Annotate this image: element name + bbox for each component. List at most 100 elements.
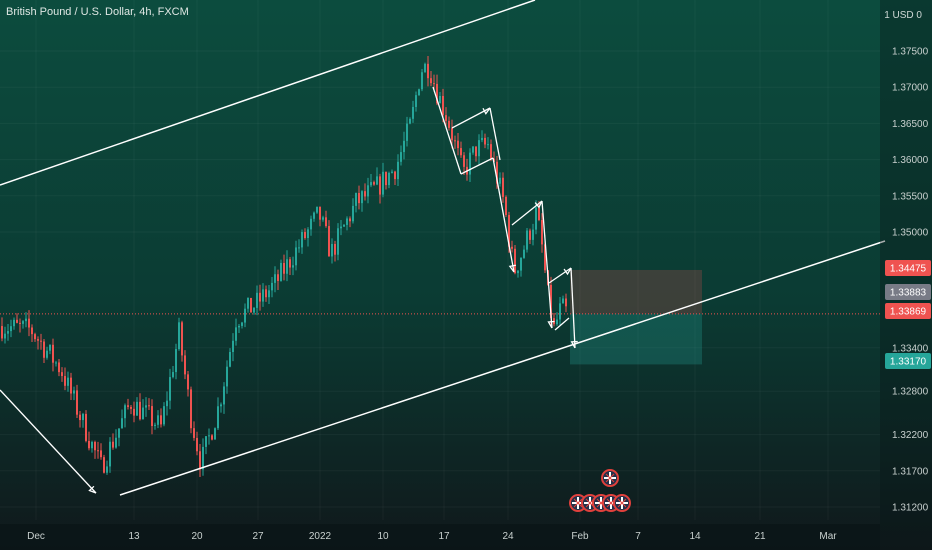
- candle-body: [193, 428, 195, 438]
- candle-body: [124, 405, 126, 419]
- lower-channel-line[interactable]: [119, 240, 886, 496]
- candle-body: [70, 377, 72, 394]
- price-tick-label: 1.36500: [892, 119, 929, 130]
- currency-label[interactable]: 1 USD 0: [884, 10, 922, 21]
- candle-body: [316, 206, 318, 213]
- candle-body: [244, 308, 246, 323]
- zigzag-leg[interactable]: [460, 157, 494, 175]
- candle-body: [115, 437, 117, 448]
- time-tick-label: 24: [502, 531, 514, 542]
- candle-body: [331, 243, 333, 257]
- candle-body: [229, 352, 231, 367]
- flag-diag: [617, 498, 627, 508]
- candle-body: [286, 259, 288, 274]
- candle-body: [442, 95, 444, 116]
- price-tick-label: 1.33400: [892, 343, 929, 354]
- candle-body: [148, 405, 150, 407]
- take-profit-zone[interactable]: [570, 313, 702, 365]
- candle-body: [352, 205, 354, 222]
- candle-body: [295, 247, 297, 266]
- candle-body: [10, 326, 12, 332]
- candle-body: [211, 435, 213, 440]
- candle-body: [214, 428, 216, 440]
- candle-body: [118, 428, 120, 438]
- time-axis[interactable]: Dec 13 20 27 2022 10 17 24 Feb 7 14 21 Mar: [0, 524, 880, 550]
- time-tick-label: Mar: [819, 531, 837, 542]
- stop-loss-zone[interactable]: [570, 269, 702, 314]
- candle-body: [31, 327, 33, 335]
- candle-body: [328, 226, 330, 257]
- candle-body: [226, 366, 228, 387]
- position-tool[interactable]: [0, 269, 880, 365]
- zigzag-leg[interactable]: [554, 317, 570, 331]
- candle-body: [505, 196, 507, 216]
- price-tick-label: 1.32800: [892, 387, 929, 398]
- candle-body: [289, 259, 291, 268]
- zigzag-arrow-head: [547, 320, 555, 329]
- price-badge: [885, 303, 931, 319]
- time-tick-label: 2022: [309, 531, 332, 542]
- candle-body: [145, 405, 147, 408]
- candle-body: [406, 123, 408, 141]
- candle-body: [433, 83, 435, 85]
- zigzag-leg[interactable]: [489, 107, 501, 161]
- candle-body: [340, 226, 342, 229]
- candle-body: [34, 334, 36, 340]
- candle-body: [238, 325, 240, 328]
- candle-body: [151, 406, 153, 426]
- zigzag-arrow-head: [508, 264, 516, 273]
- candle-body: [82, 413, 84, 421]
- uk-flag-icon[interactable]: [601, 469, 619, 487]
- candle-body: [298, 247, 300, 249]
- down-arrow-left-head: [88, 485, 97, 494]
- symbol-title: British Pound / U.S. Dollar, 4h, FXCM: [6, 6, 189, 18]
- candle-body: [178, 322, 180, 350]
- uk-flag-icon[interactable]: [613, 494, 631, 512]
- candle-body: [373, 182, 375, 185]
- candle-body: [169, 377, 171, 401]
- down-arrow-left[interactable]: [0, 389, 97, 494]
- candle-body: [106, 466, 108, 473]
- zigzag-arrow[interactable]: [541, 200, 553, 329]
- candle-body: [538, 207, 540, 221]
- candle-body: [319, 206, 321, 220]
- upper-channel-line[interactable]: [0, 0, 536, 186]
- candle-body: [136, 401, 138, 416]
- candle-body: [499, 177, 501, 184]
- candle-body: [307, 229, 309, 238]
- candle-body: [208, 435, 210, 437]
- candle-body: [205, 436, 207, 447]
- candle-body: [349, 218, 351, 222]
- zigzag-arrow[interactable]: [492, 157, 515, 273]
- economic-events[interactable]: [569, 469, 631, 512]
- candle-body: [325, 217, 327, 227]
- candle-body: [541, 220, 543, 245]
- zigzag-leg[interactable]: [432, 86, 462, 175]
- candle-body: [61, 372, 63, 377]
- price-tick-label: 1.35000: [892, 227, 929, 238]
- candle-body: [220, 404, 222, 407]
- candle-body: [190, 389, 192, 429]
- zigzag-arrow[interactable]: [570, 267, 576, 349]
- candlestick-series: [1, 55, 567, 478]
- candle-body: [25, 318, 27, 322]
- candle-body: [445, 115, 447, 121]
- candle-body: [502, 177, 504, 197]
- candle-body: [472, 146, 474, 153]
- candle-body: [112, 441, 114, 448]
- candle-body: [280, 262, 282, 281]
- candle-body: [367, 185, 369, 197]
- candle-body: [391, 171, 393, 173]
- candle-body: [301, 232, 303, 248]
- candle-body: [457, 140, 459, 149]
- candle-body: [460, 148, 462, 156]
- time-tick-label: 14: [689, 531, 701, 542]
- candle-body: [163, 406, 165, 425]
- candle-body: [463, 155, 465, 167]
- trend-drawings[interactable]: [0, 0, 886, 496]
- zigzag-arrow[interactable]: [548, 267, 572, 284]
- price-tick-label: 1.37500: [892, 47, 929, 58]
- zigzag-arrow[interactable]: [451, 107, 491, 129]
